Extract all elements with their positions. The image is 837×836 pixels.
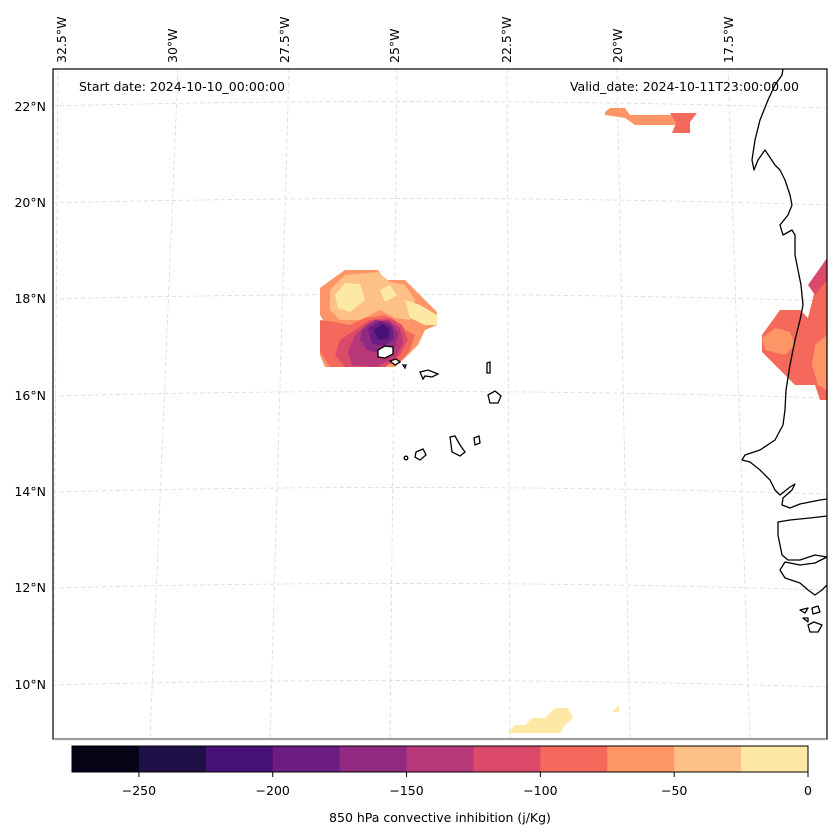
island-brava (403, 455, 409, 461)
island-sal (486, 361, 491, 374)
island-santiago (449, 435, 466, 457)
lat-label: 10°N (14, 677, 46, 692)
cin-north-strip (605, 108, 697, 133)
colorbar-tick-label: −200 (256, 783, 290, 798)
island-sao-nicolau (419, 369, 440, 381)
lat-label: 22°N (14, 99, 46, 114)
african-coastline (741, 69, 827, 509)
bissagos-islands (799, 605, 823, 633)
gridline-lat (53, 294, 827, 302)
island-boa-vista (487, 390, 502, 404)
lat-label: 18°N (14, 291, 46, 306)
gridline-lat (53, 198, 827, 206)
island-sao-vicente (388, 358, 402, 366)
cin-coastal-africa (762, 258, 827, 400)
colorbar-tick-label: −250 (122, 783, 156, 798)
colorbar-swatch (138, 746, 207, 772)
island-santa-luzia (401, 364, 407, 370)
contour-level (374, 324, 390, 340)
contour-level (380, 285, 397, 302)
gridlines (53, 69, 827, 739)
contour-level (405, 300, 437, 325)
colorbar-swatch (72, 746, 140, 772)
lon-label: 32.5°W (54, 17, 69, 63)
lon-label: 25°W (387, 28, 402, 63)
map-content (53, 69, 827, 739)
lon-label: 17.5°W (721, 17, 736, 63)
contour-level (508, 708, 573, 733)
lon-label: 20°W (610, 28, 625, 63)
colorbar-tick-labels: −250 −200 −150 −100 −50 0 (122, 783, 812, 798)
gridline-lat (53, 101, 827, 109)
colorbar-swatch (205, 746, 274, 772)
colorbar-swatch (406, 746, 474, 772)
cape-verde-islands (377, 345, 502, 461)
colorbar-tick-label: −50 (661, 783, 687, 798)
lat-label: 14°N (14, 484, 46, 499)
start-date-label: Start date: 2024-10-10_00:00:00 (79, 79, 285, 94)
colorbar-tick-label: −100 (523, 783, 557, 798)
colorbar-swatch (339, 746, 408, 772)
colorbar-swatch (473, 746, 541, 772)
colorbar-swatches (72, 746, 809, 772)
gridline-lat (53, 680, 827, 688)
contour-level (762, 328, 795, 355)
island-santo-antao (377, 345, 394, 359)
contour-level (335, 283, 365, 312)
colorbar-label: 850 hPa convective inhibition (j/Kg) (329, 810, 551, 825)
gridline-lat (53, 391, 827, 399)
colorbar-frame (71, 745, 809, 773)
contour-level (670, 113, 697, 133)
lat-label: 12°N (14, 580, 46, 595)
gridline-lat (53, 487, 827, 495)
colorbar-tick-label: 0 (804, 783, 812, 798)
island-maio (473, 435, 481, 446)
contour-level (605, 108, 680, 125)
latitude-labels: 22°N 20°N 18°N 16°N 14°N 12°N 10°N (14, 99, 46, 692)
island-fogo (414, 448, 427, 461)
contour-level (762, 270, 827, 400)
contour-level (808, 258, 827, 295)
colorbar-tick-label: −150 (389, 783, 423, 798)
contour-level (812, 335, 827, 390)
african-coastline-south (777, 515, 827, 596)
colorbar-swatch (607, 746, 675, 772)
lon-label: 22.5°W (499, 17, 514, 63)
cin-south-patch (508, 705, 619, 733)
lon-label: 30°W (165, 28, 180, 63)
colorbar-swatch (741, 746, 809, 772)
colorbar-swatch (540, 746, 608, 772)
longitude-labels: 32.5°W 30°W 27.5°W 25°W 22.5°W 20°W 17.5… (54, 17, 736, 63)
colorbar-swatch (272, 746, 341, 772)
valid-date-label: Valid_date: 2024-10-11T23:00:00.00 (570, 79, 799, 94)
lat-label: 20°N (14, 195, 46, 210)
colorbar-swatch (674, 746, 742, 772)
map-background (53, 69, 827, 739)
colorbar: −250 −200 −150 −100 −50 0 850 hPa convec… (71, 745, 812, 825)
colorbar-ticks (138, 772, 809, 777)
gridline-lat (53, 583, 827, 591)
contour-level (612, 705, 619, 712)
lon-label: 27.5°W (277, 17, 292, 63)
lat-label: 16°N (14, 388, 46, 403)
